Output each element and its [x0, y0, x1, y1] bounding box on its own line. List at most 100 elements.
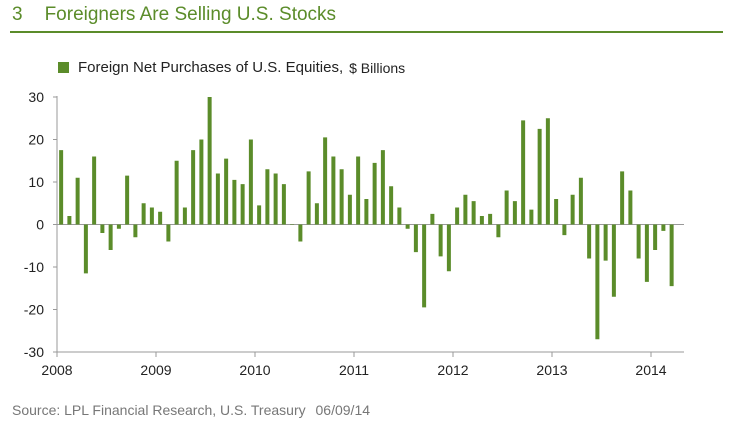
bar [158, 211, 163, 225]
bar [562, 224, 567, 236]
bar [446, 224, 451, 272]
source-text: Source: LPL Financial Research, U.S. Tre… [12, 402, 306, 418]
bar [636, 224, 641, 259]
bar [133, 224, 138, 238]
legend-unit: $ Billions [349, 59, 406, 76]
bars [59, 97, 674, 340]
bar [628, 190, 633, 225]
bar [570, 194, 575, 225]
source-note: Source: LPL Financial Research, U.S. Tre… [12, 402, 370, 418]
bar [59, 150, 64, 225]
bar [323, 137, 328, 225]
bar [356, 156, 361, 225]
bar [413, 224, 418, 253]
y-tick-label: 30 [28, 89, 44, 105]
bar [108, 224, 113, 250]
y-tick-label: -20 [24, 302, 44, 318]
header-rule [10, 31, 723, 33]
bar [488, 213, 493, 225]
bar [389, 186, 394, 225]
bar [224, 158, 229, 225]
bar [603, 224, 608, 261]
y-tick-label: 10 [28, 174, 44, 190]
chart-header: 3 Foreigners Are Selling U.S. Stocks [12, 4, 336, 30]
bar [182, 207, 187, 225]
bar [166, 224, 171, 242]
legend-swatch [58, 62, 69, 73]
bar [471, 201, 476, 225]
bar [240, 184, 245, 225]
x-tick-label: 2011 [339, 362, 369, 378]
bar [339, 169, 344, 225]
legend-label: Foreign Net Purchases of U.S. Equities, [78, 59, 344, 76]
bar [265, 169, 270, 225]
bar [512, 201, 517, 225]
bar [257, 205, 262, 225]
x-tick-labels: 2008 2009 2010 2011 2012 2013 2014 [41, 362, 666, 378]
bar [595, 224, 600, 340]
bar [397, 207, 402, 225]
bar [83, 224, 88, 274]
bar [100, 224, 105, 233]
x-tick-label: 2014 [635, 362, 666, 378]
x-tick-label: 2009 [140, 362, 171, 378]
bar [191, 150, 196, 225]
bar [298, 224, 303, 242]
y-tick-label: 20 [28, 132, 44, 148]
bar [545, 118, 550, 225]
bar [232, 179, 237, 225]
bar [75, 177, 80, 225]
bar [331, 156, 336, 225]
y-tick-label: -10 [24, 259, 44, 275]
bar [405, 224, 410, 229]
x-tick-label: 2010 [239, 362, 270, 378]
bar [422, 224, 427, 308]
figure-number: 3 [12, 4, 23, 25]
bar [207, 97, 212, 225]
bar [116, 224, 121, 229]
bar [174, 160, 179, 225]
bar [430, 213, 435, 225]
bar [669, 224, 674, 287]
bar [537, 128, 542, 225]
bar [281, 184, 286, 225]
bar [455, 207, 460, 225]
bar [125, 175, 130, 225]
bar [248, 139, 253, 225]
bar [314, 203, 319, 225]
y-tick-label: -30 [24, 344, 44, 360]
legend: Foreign Net Purchases of U.S. Equities, … [58, 59, 405, 76]
y-tick-labels: 30 20 10 0 -10 -20 -30 [24, 89, 44, 360]
bar [273, 173, 278, 225]
bar [578, 177, 583, 225]
bar [141, 203, 146, 225]
bar [587, 224, 592, 259]
bar [620, 171, 625, 225]
bar [496, 224, 501, 238]
bar [290, 224, 295, 225]
bar [199, 139, 204, 225]
x-tick-label: 2008 [41, 362, 72, 378]
bar [661, 224, 666, 231]
chart-title: Foreigners Are Selling U.S. Stocks [44, 4, 337, 25]
bar [215, 173, 220, 225]
bar [438, 224, 443, 257]
bar [67, 216, 72, 225]
y-tick-label: 0 [36, 217, 44, 233]
bar [479, 216, 484, 225]
source-date: 06/09/14 [315, 402, 371, 418]
bar [463, 194, 468, 225]
bar [364, 199, 369, 225]
x-tick-label: 2013 [536, 362, 567, 378]
bar [611, 224, 616, 297]
bar [529, 209, 534, 225]
bar [149, 207, 154, 225]
bar [653, 224, 658, 250]
x-tick-label: 2012 [437, 362, 468, 378]
bar [644, 224, 649, 282]
bar [306, 171, 311, 225]
bar [92, 156, 97, 225]
bar [554, 199, 559, 225]
bar [372, 162, 377, 225]
